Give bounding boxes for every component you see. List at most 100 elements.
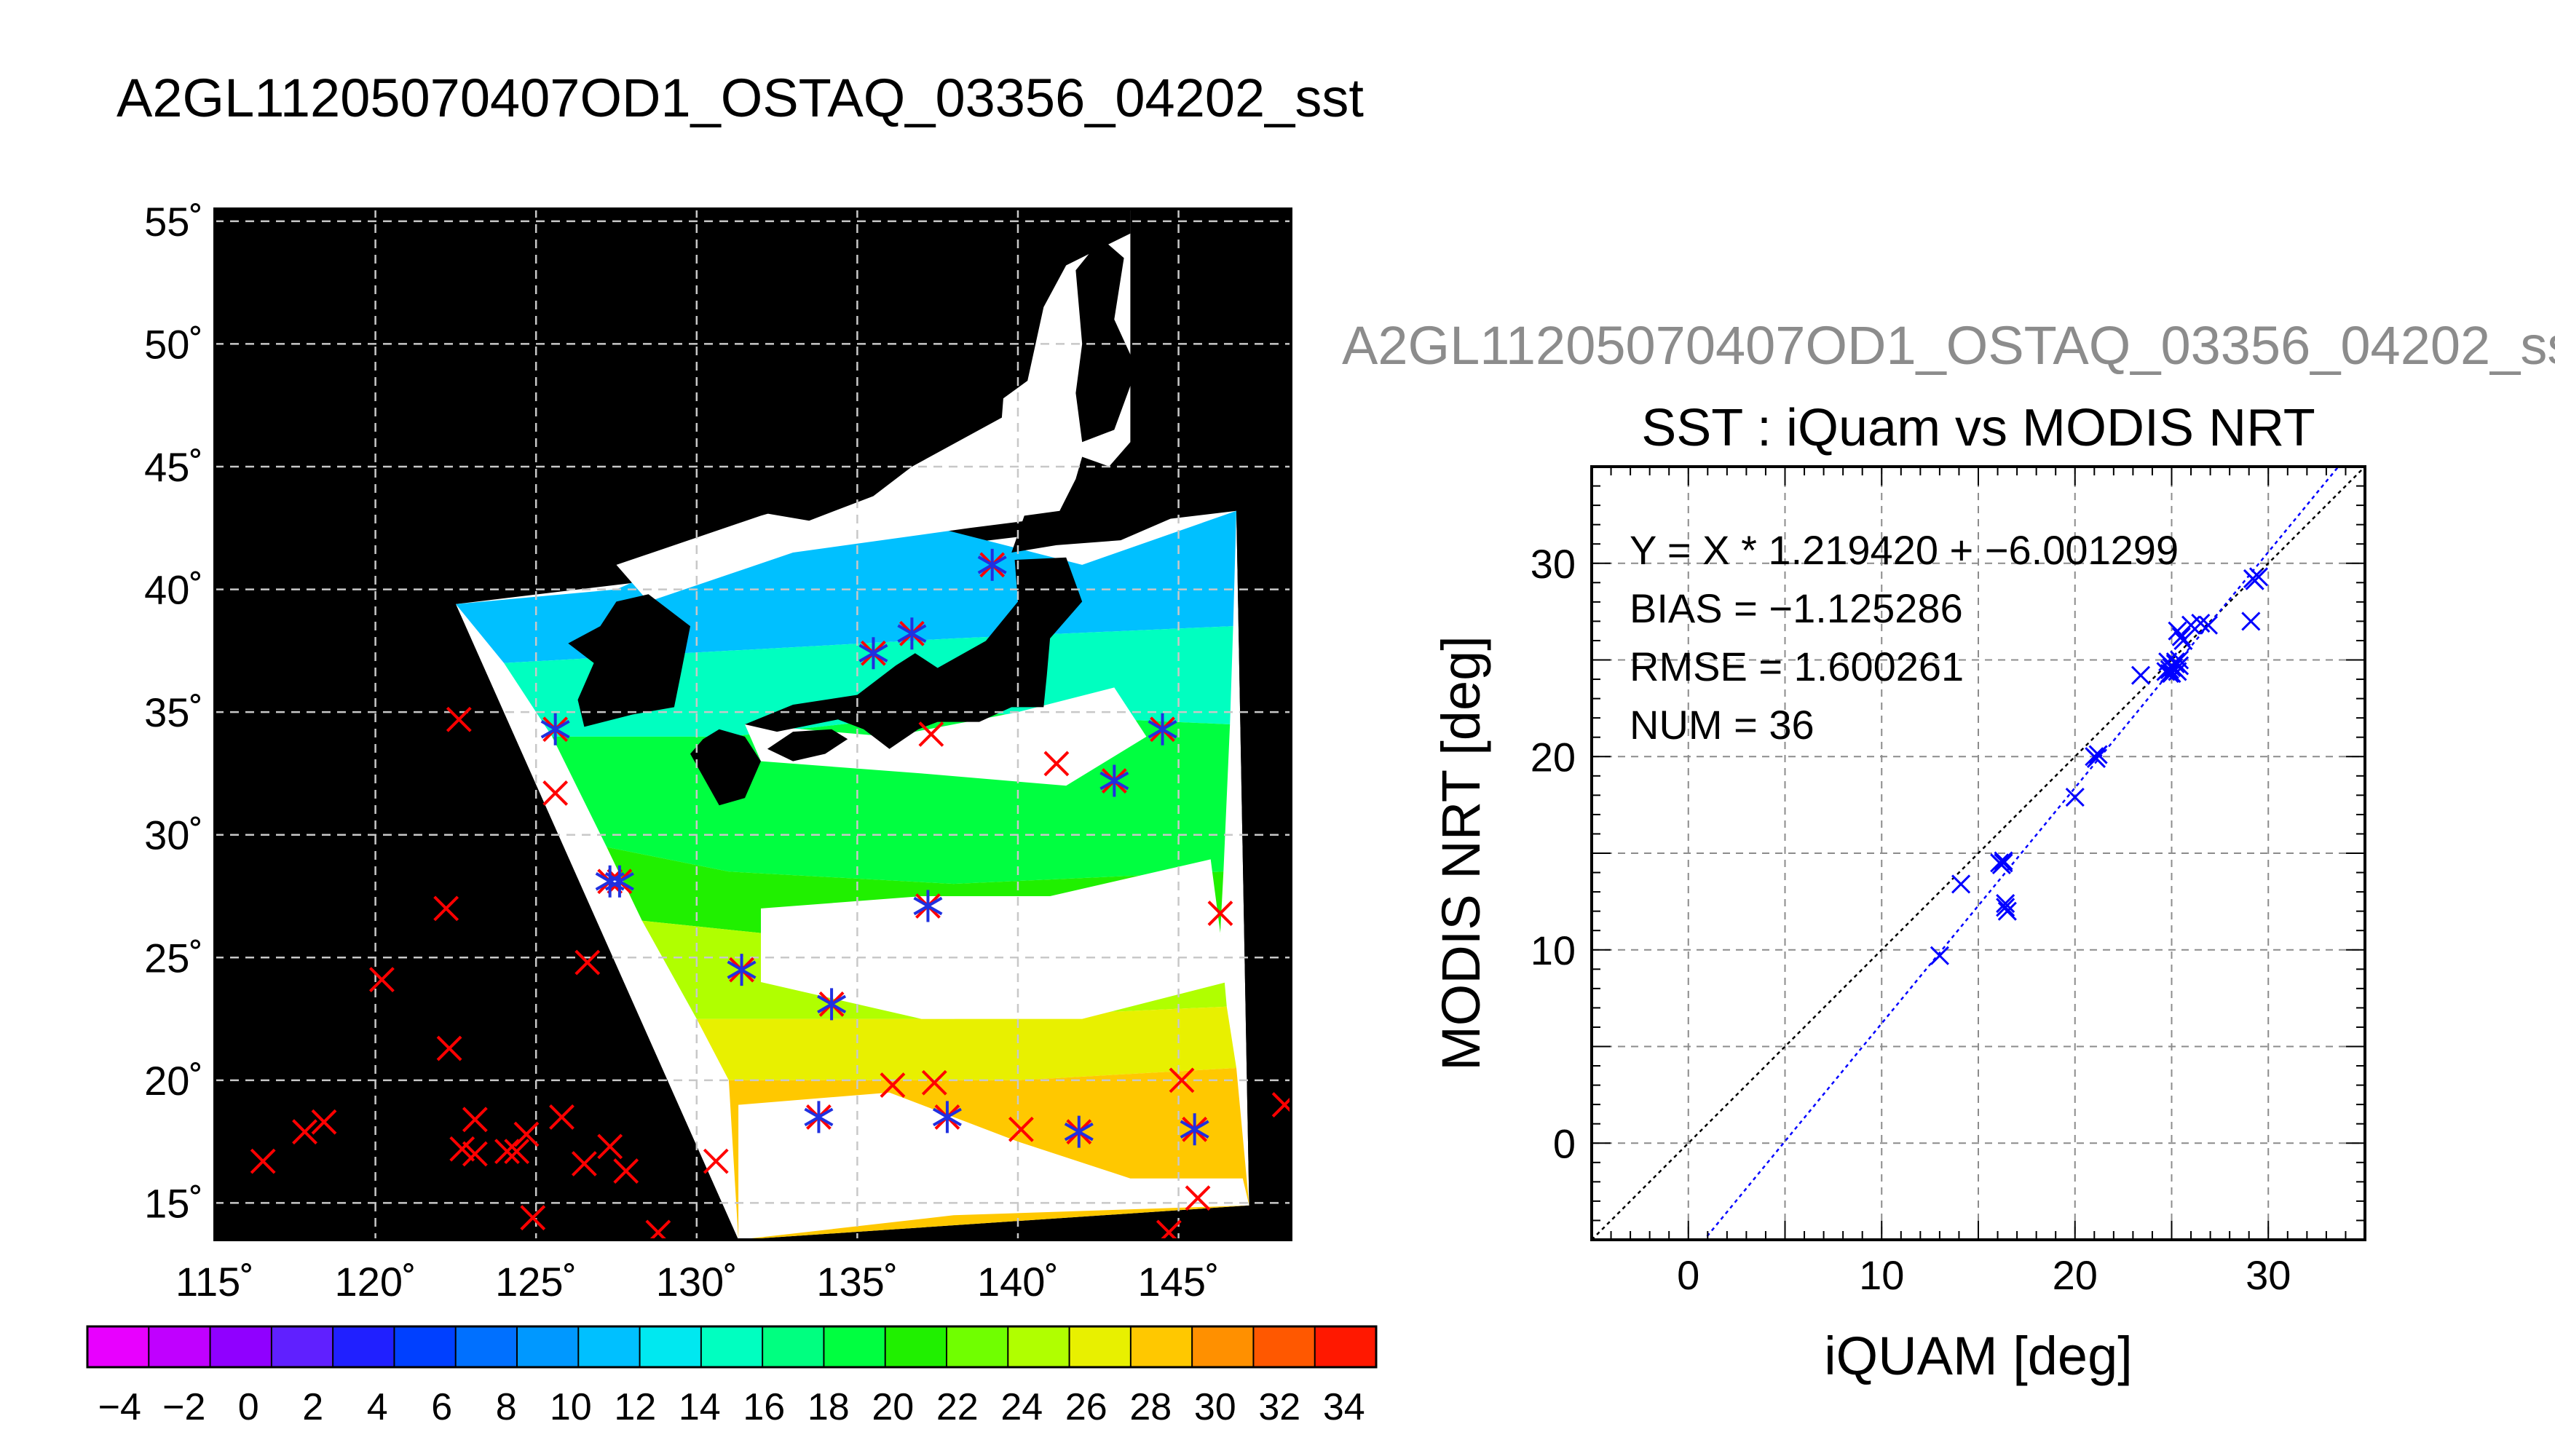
scatter-point: [1996, 898, 2015, 917]
blue-asterisk-marker: [804, 1101, 834, 1133]
scatter-title: SST : iQuam vs MODIS NRT: [1641, 399, 2315, 457]
blue-asterisk-marker: [858, 637, 888, 670]
red-x-marker: [311, 1109, 337, 1135]
red-x-marker: [918, 721, 944, 747]
colorbar-cell: [517, 1326, 579, 1367]
scatter-y-tick-label: 30: [1531, 541, 1576, 587]
scatter-x-tick-label: 10: [1859, 1252, 1904, 1298]
colorbar-tick-label: 8: [496, 1386, 517, 1428]
blue-asterisk-marker: [1148, 713, 1177, 745]
colorbar-cell: [1069, 1326, 1132, 1367]
scatter-point: [2131, 665, 2151, 685]
map-y-tick-label: 55˚: [144, 199, 203, 245]
colorbar-tick-label: 14: [679, 1386, 721, 1428]
red-x-marker: [494, 1139, 520, 1165]
red-x-marker: [703, 1148, 729, 1174]
colorbar-tick-label: 28: [1129, 1386, 1172, 1428]
red-x-marker: [292, 1119, 317, 1145]
map-y-tick-label: 35˚: [144, 689, 203, 735]
colorbar-cell: [639, 1326, 702, 1367]
blue-asterisk-marker: [1099, 764, 1129, 797]
blue-asterisk-marker: [1064, 1115, 1094, 1148]
scatter-point: [2088, 745, 2108, 764]
colorbar-cell: [333, 1326, 395, 1367]
stats-annotation: NUM = 36: [1630, 702, 1814, 748]
red-x-marker: [504, 1139, 530, 1165]
map-x-tick-label: 115˚: [175, 1259, 254, 1305]
colorbar-tick-label: 26: [1065, 1386, 1107, 1428]
cloud-region: [616, 209, 1131, 602]
colorbar-tick-label: 2: [302, 1386, 323, 1428]
red-x-marker: [462, 1107, 488, 1133]
scatter-point: [1951, 874, 1971, 894]
land-region: [215, 209, 1131, 1240]
colorbar-tick-label: 16: [743, 1386, 785, 1428]
land-region: [1011, 456, 1195, 553]
scatter-point: [2243, 569, 2263, 589]
colorbar-cell: [885, 1326, 947, 1367]
scatter-y-axis-label: MODIS NRT [deg]: [1431, 636, 1491, 1071]
land-region: [1075, 238, 1137, 443]
scatter-plot-area: [1592, 467, 2365, 1240]
page-title: A2GL11205070407OD1_OSTAQ_03356_04202_sst: [117, 68, 1364, 128]
colorbar-tick-label: 4: [367, 1386, 388, 1428]
colorbar-tick-label: 0: [238, 1386, 259, 1428]
red-x-marker: [462, 1141, 488, 1167]
scatter-point: [2191, 613, 2211, 633]
colorbar-cell: [1130, 1326, 1193, 1367]
blue-asterisk-marker: [604, 865, 634, 898]
stats-annotation: BIAS = −1.125286: [1630, 585, 1963, 631]
scatter-watermark-title: A2GL11205070407OD1_OSTAQ_03356_04202_sst: [1342, 315, 2555, 376]
blue-asterisk-marker: [913, 890, 943, 922]
stats-annotation: RMSE = 1.600261: [1630, 644, 1964, 689]
map-y-tick-label: 45˚: [144, 444, 203, 490]
map-y-tick-label: 20˚: [144, 1058, 203, 1104]
map-y-tick-label: 50˚: [144, 321, 203, 367]
map-x-tick-label: 145˚: [1138, 1259, 1220, 1305]
colorbar-cell: [149, 1326, 211, 1367]
scatter-point: [1930, 946, 1949, 965]
scatter-y-tick-label: 20: [1531, 734, 1576, 780]
red-x-marker: [433, 895, 459, 922]
stats-annotation: Y = X * 1.219420 + −6.001299: [1630, 527, 2179, 573]
red-x-marker: [880, 1072, 906, 1099]
colorbar-tick-label: 24: [1000, 1386, 1043, 1428]
colorbar-cell: [1253, 1326, 1316, 1367]
red-x-marker: [1271, 1092, 1291, 1117]
blue-asterisk-marker: [540, 713, 570, 745]
map-y-tick-label: 40˚: [144, 567, 203, 613]
red-x-marker: [542, 780, 569, 806]
colorbar-tick-label: −4: [98, 1386, 141, 1428]
red-x-marker: [574, 949, 601, 976]
red-x-marker: [571, 1151, 597, 1176]
red-x-marker: [513, 1121, 540, 1147]
blue-asterisk-marker: [977, 548, 1007, 581]
colorbar-cell: [947, 1326, 1008, 1367]
colorbar-cell: [271, 1326, 333, 1367]
red-x-marker: [921, 1069, 947, 1096]
colorbar-tick-label: 32: [1258, 1386, 1300, 1428]
cloud-region: [761, 859, 1227, 1019]
red-x-marker: [549, 1104, 574, 1130]
scatter-point: [2241, 612, 2261, 631]
red-x-marker: [1169, 1067, 1195, 1093]
blue-asterisk-marker: [727, 954, 757, 986]
red-x-marker: [645, 1219, 671, 1240]
red-x-marker: [1185, 1185, 1211, 1211]
red-x-marker: [613, 1158, 639, 1184]
colorbar-tick-label: 12: [614, 1386, 656, 1428]
red-x-marker: [436, 1035, 462, 1061]
scatter-point: [1996, 893, 2015, 914]
scatter-point: [2156, 662, 2176, 681]
land-region: [690, 729, 761, 806]
colorbar-cell: [1314, 1326, 1377, 1367]
land-region: [767, 729, 848, 761]
scatter-point: [2198, 615, 2219, 635]
scatter-point: [2248, 567, 2269, 587]
map-x-tick-label: 125˚: [495, 1259, 577, 1305]
colorbar-cell: [1008, 1326, 1070, 1367]
red-x-marker: [520, 1205, 546, 1231]
colorbar-tick-label: 22: [936, 1386, 979, 1428]
sst-band: [696, 1006, 1236, 1080]
scatter-point: [2170, 650, 2189, 670]
